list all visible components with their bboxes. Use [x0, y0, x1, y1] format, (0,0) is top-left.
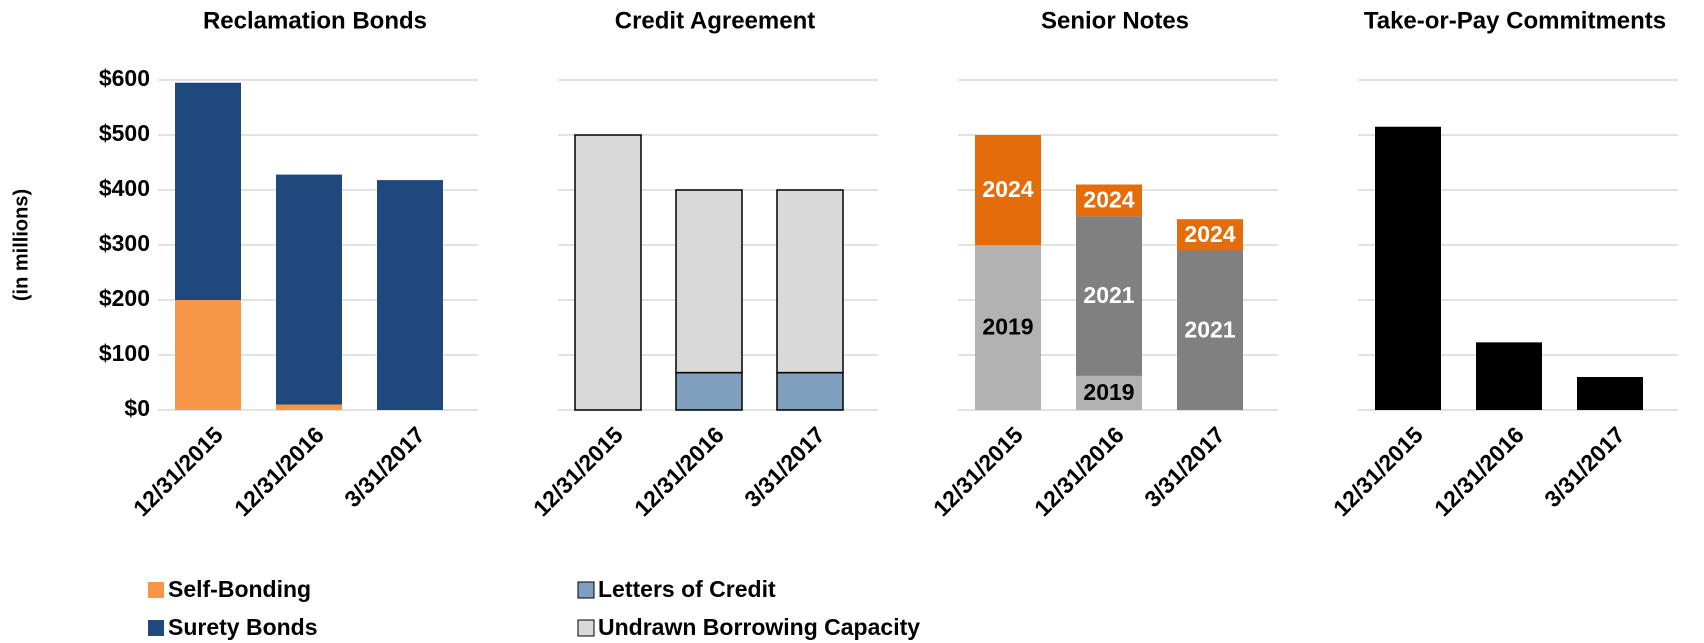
y-tick-label: $600 — [99, 65, 150, 91]
legend-swatch — [577, 619, 595, 637]
bar-segment — [975, 135, 1041, 245]
segment-label: 2021 — [1184, 316, 1235, 342]
bar-segment — [175, 82, 241, 300]
bar-segment — [1076, 375, 1142, 410]
segment-label: 2024 — [1184, 221, 1235, 247]
bar-segment — [975, 245, 1041, 410]
x-tick-label: 3/31/2017 — [1139, 421, 1230, 512]
chart-title: Reclamation Bonds — [203, 7, 427, 34]
bar-segment — [1177, 219, 1243, 251]
bar-segment — [1076, 184, 1142, 217]
x-tick-label: 12/31/2016 — [629, 421, 729, 521]
x-tick-label: 12/31/2015 — [528, 421, 628, 521]
bar-segment — [776, 371, 844, 411]
legend-label: Letters of Credit — [598, 576, 776, 602]
y-tick-label: $200 — [99, 285, 150, 311]
x-tick-label: 12/31/2016 — [229, 421, 329, 521]
legend-label: Surety Bonds — [168, 614, 318, 640]
x-tick-label: 12/31/2015 — [1328, 421, 1428, 521]
chart-title: Senior Notes — [1041, 7, 1189, 34]
bar-segment — [1577, 377, 1643, 410]
y-axis-label: (in millions) — [10, 189, 32, 301]
bar-segment — [675, 189, 743, 374]
x-tick-label: 12/31/2016 — [1029, 421, 1129, 521]
segment-label: 2024 — [982, 176, 1033, 202]
legend-label: Undrawn Borrowing Capacity — [598, 614, 920, 640]
x-tick-label: 3/31/2017 — [1539, 421, 1630, 512]
x-tick-label: 3/31/2017 — [739, 421, 830, 512]
segment-label: 2019 — [1083, 379, 1134, 405]
chart-title: Credit Agreement — [615, 7, 815, 34]
segment-label: 2019 — [982, 314, 1033, 340]
segment-label: 2021 — [1083, 282, 1134, 308]
bar-segment — [377, 180, 443, 410]
x-tick-label: 3/31/2017 — [339, 421, 430, 512]
y-tick-label: $300 — [99, 230, 150, 256]
y-tick-label: $100 — [99, 340, 150, 366]
bar-segment — [1076, 216, 1142, 376]
bar-segment — [776, 189, 844, 374]
bar-segment — [1375, 126, 1441, 410]
bar-segment — [276, 404, 342, 410]
legend-label: Self-Bonding — [168, 576, 311, 602]
bar-segment — [1476, 342, 1542, 410]
legend-swatch — [148, 582, 164, 598]
bar-segment — [574, 134, 642, 411]
bar-segment — [175, 300, 241, 410]
x-tick-label: 12/31/2015 — [928, 421, 1028, 521]
y-tick-label: $0 — [124, 395, 150, 421]
segment-label: 2024 — [1083, 187, 1134, 213]
x-tick-label: 12/31/2015 — [128, 421, 228, 521]
y-tick-label: $500 — [99, 120, 150, 146]
bar-segment — [1177, 250, 1243, 410]
chart-title: Take-or-Pay Commitments — [1364, 7, 1666, 34]
bar-segment — [675, 371, 743, 411]
bar-segment — [276, 174, 342, 405]
x-tick-label: 12/31/2016 — [1429, 421, 1529, 521]
y-tick-label: $400 — [99, 175, 150, 201]
legend-swatch — [148, 620, 164, 636]
legend-swatch — [577, 581, 595, 599]
